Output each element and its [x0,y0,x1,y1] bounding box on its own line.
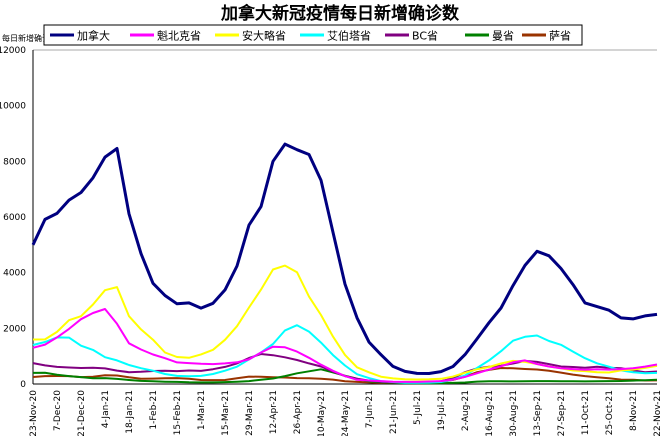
y-tick-label: 8000 [3,157,26,167]
x-tick-label: 10-May-21 [317,390,327,436]
x-tick-label: 27-Sep-21 [557,390,567,436]
x-tick-label: 4-Jan-21 [101,390,111,428]
x-tick-label: 18-Jan-21 [125,390,135,434]
legend-label: 曼省 [492,30,514,43]
x-tick-label: 15-Feb-21 [173,390,183,435]
series-line-艾伯塔省 [32,324,658,384]
legend-label: 萨省 [549,30,571,43]
x-tick-label: 24-May-21 [341,390,351,436]
y-tick-label: 4000 [3,269,26,279]
chart-title: 加拿大新冠疫情每日新增确诊数 [220,3,460,24]
legend-label: 安大略省 [242,29,286,43]
x-tick-label: 21-Dec-20 [77,390,87,436]
legend: 加拿大 魁北克省 安大略省 艾伯塔省 BC省 曼省 萨省 [50,29,571,43]
series-line-萨省 [32,367,658,384]
x-tick-label: 11-Oct-21 [581,390,591,435]
x-tick-label: 5-Jul-21 [413,390,423,425]
y-tick-label: 6000 [3,213,26,223]
y-tick-label: 0 [20,380,26,390]
x-tick-label: 23-Nov-20 [29,390,39,436]
x-tick-label: 7-Dec-20 [53,390,63,431]
y-tick-label: 12000 [0,46,26,56]
y-tick-label: 2000 [3,324,26,334]
x-tick-label: 13-Sep-21 [533,390,543,436]
x-tick-label: 26-Apr-21 [293,390,303,434]
x-tick-label: 30-Aug-21 [509,390,519,436]
legend-label: BC省 [412,30,438,43]
y-tick-label: 10000 [0,102,26,112]
x-tick-label: 19-Jul-21 [437,390,447,431]
series-line-加拿大 [31,142,658,375]
x-tick-label: 1-Feb-21 [149,390,159,430]
x-tick-label: 25-Oct-21 [605,390,615,435]
x-tick-label: 2-Aug-21 [461,390,471,431]
x-tick-label: 1-Mar-21 [197,390,207,430]
x-tick-label: 22-Nov-21 [653,390,663,436]
x-tick-label: 16-Aug-21 [485,390,495,436]
series-line-魁北克省 [32,308,658,383]
legend-label: 艾伯塔省 [327,29,371,43]
x-tick-label: 21-Jun-21 [389,390,399,434]
x-tick-label: 12-Apr-21 [269,390,279,434]
legend-label: 魁北克省 [157,29,201,43]
x-tick-label: 15-Mar-21 [221,390,231,436]
legend-label: 加拿大 [77,29,110,43]
y-axis-label: 每日新增确诊 [2,33,50,43]
x-tick-label: 29-Mar-21 [245,390,255,436]
x-tick-label: 8-Nov-21 [629,390,639,431]
x-tick-label: 7-Jun-21 [365,390,375,428]
